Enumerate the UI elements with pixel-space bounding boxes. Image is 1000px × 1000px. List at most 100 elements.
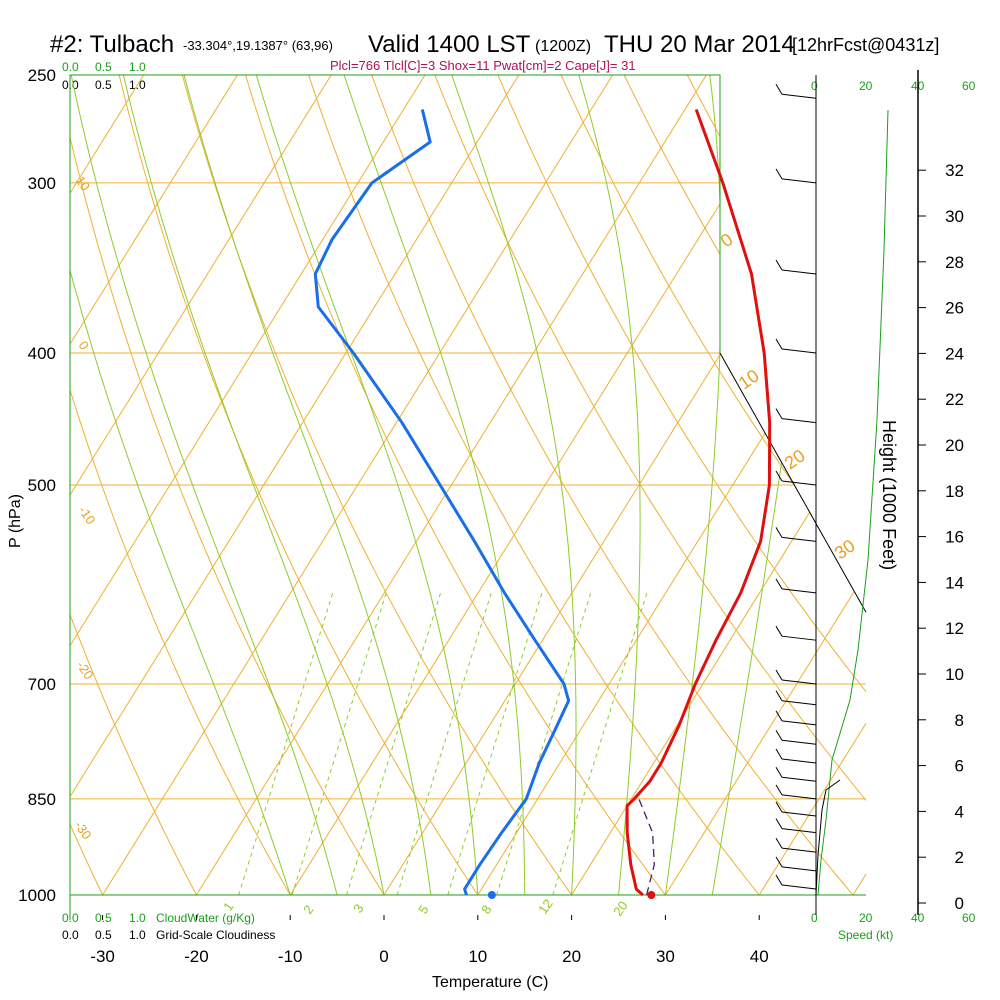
speed-tick: 0: [811, 911, 818, 925]
wind-barb: [781, 93, 817, 99]
mixing-ratio-label: 8: [478, 902, 494, 917]
height-axis-title: Height (1000 Feet): [879, 420, 899, 570]
cloudiness-label: Grid-Scale Cloudiness: [156, 928, 275, 942]
temperature-tick-label: 10: [468, 947, 487, 966]
valid-time: Valid 1400 LST: [368, 31, 531, 58]
plot-frame: [69, 74, 866, 896]
cloud-tick: 1.0: [129, 60, 146, 74]
height-tick-label: 12: [945, 619, 964, 638]
wind-barb: [781, 866, 817, 872]
wind-barb-flag: [775, 83, 783, 95]
wind-barb-flag: [775, 801, 783, 813]
pressure-tick-label: 500: [28, 476, 56, 495]
dry-adiabat-line: [70, 75, 385, 895]
station-coords: -33.304°,19.1387° (63,96): [183, 38, 333, 53]
wind-barb-flag: [775, 625, 783, 637]
moist-adiabat-line: [70, 75, 338, 895]
wind-barb: [781, 811, 817, 817]
isotherm-line: [852, 75, 866, 895]
wind-barb: [781, 847, 817, 853]
isotherm-line: [664, 75, 866, 895]
isotherm-label: 0: [76, 338, 92, 353]
moist-adiabat-line: [255, 75, 479, 895]
temperature-tick-label: 40: [750, 947, 769, 966]
isotherm-line: [70, 75, 238, 895]
cloud-tick: 0.0: [62, 78, 79, 92]
wind-barb: [781, 269, 817, 275]
mixing-ratio-label: 12: [535, 896, 556, 916]
surface-dewpoint-dot: [487, 891, 496, 899]
height-tick-label: 8: [955, 711, 964, 730]
dry-adiabat-line: [560, 75, 866, 895]
dry-adiabat-line: [308, 75, 760, 895]
height-tick-label: 24: [945, 344, 964, 363]
isotherm-line: [102, 75, 614, 895]
x-axis-title: Temperature (C): [432, 974, 548, 991]
dry-adiabat-line: [813, 75, 866, 895]
isotherm-label: -10: [76, 503, 99, 527]
speed-tick: 60: [962, 79, 976, 93]
wind-barb-flag: [775, 669, 783, 681]
parcel-path: [638, 798, 655, 896]
wind-barb: [781, 480, 817, 486]
wind-barb: [781, 679, 817, 685]
wind-barb: [781, 536, 817, 542]
moist-adiabat-line: [343, 75, 526, 895]
wind-barb: [781, 828, 817, 834]
cloud-tick: 0.5: [95, 928, 112, 942]
dry-adiabat-line: [118, 75, 479, 895]
valid-date: THU 20 Mar 2014: [604, 31, 795, 58]
wind-barb-flag: [775, 874, 783, 886]
moist-adiabat-line: [183, 75, 432, 895]
speed-tick: 60: [962, 911, 976, 925]
mixing-ratio-label: 2: [300, 902, 316, 917]
isotherm-line: [70, 75, 520, 895]
wind-barb: [781, 884, 817, 890]
temperature-tick-label: -20: [184, 947, 209, 966]
height-tick-label: 20: [945, 436, 964, 455]
isotherm-label: 10: [73, 173, 94, 193]
isotherm-line: [195, 75, 707, 895]
height-tick-label: 30: [945, 207, 964, 226]
dry-adiabat-line: [181, 75, 573, 895]
wind-barb-flag: [775, 856, 783, 868]
cloud-tick: 0.0: [62, 928, 79, 942]
wind-speed-profile: [817, 109, 889, 896]
cloud-tick: 0.0: [62, 911, 79, 925]
speed-tick: 40: [911, 911, 925, 925]
moist-adiabat-line: [451, 75, 577, 895]
temperature-profile: [625, 108, 772, 897]
cloud-tick: 0.5: [95, 78, 112, 92]
sounding-indices: Plcl=766 Tlcl[C]=3 Shox=11 Pwat[cm]=2 Ca…: [330, 58, 636, 73]
mixing-ratio-line: [291, 592, 387, 895]
wind-barb-flag: [775, 259, 783, 271]
cloud-tick: 0.0: [62, 60, 79, 74]
wind-barb-flag: [775, 729, 783, 741]
wind-barb-flag: [775, 578, 783, 590]
speed-tick: 20: [859, 911, 873, 925]
cloud-tick: 0.5: [95, 911, 112, 925]
pressure-tick-label: 850: [28, 790, 56, 809]
speed-label: Speed (kt): [838, 928, 893, 942]
height-tick-label: 14: [945, 573, 964, 592]
speed-tick: 20: [859, 79, 873, 93]
cloudwater-label: CloudWater (g/Kg): [156, 911, 255, 925]
height-tick-label: 18: [945, 482, 964, 501]
wind-barb-flag: [775, 168, 783, 180]
pressure-tick-label: 250: [28, 66, 56, 85]
wind-barb-flag: [775, 784, 783, 796]
isotherm-line: [289, 75, 801, 895]
wind-barb: [781, 720, 817, 726]
temperature-tick-label: 20: [562, 947, 581, 966]
dry-adiabat-line: [497, 75, 866, 895]
speed-tick: 0: [811, 79, 818, 93]
temperature-tick-label: 30: [656, 947, 675, 966]
isotherm-line: [70, 75, 426, 895]
mixing-ratio-line: [396, 592, 492, 895]
wind-barb-flag: [775, 748, 783, 760]
dry-adiabat-line: [245, 75, 666, 895]
wind-barb: [781, 758, 817, 764]
station-title: #2: Tulbach: [50, 31, 174, 58]
wind-barb-flag: [775, 690, 783, 702]
